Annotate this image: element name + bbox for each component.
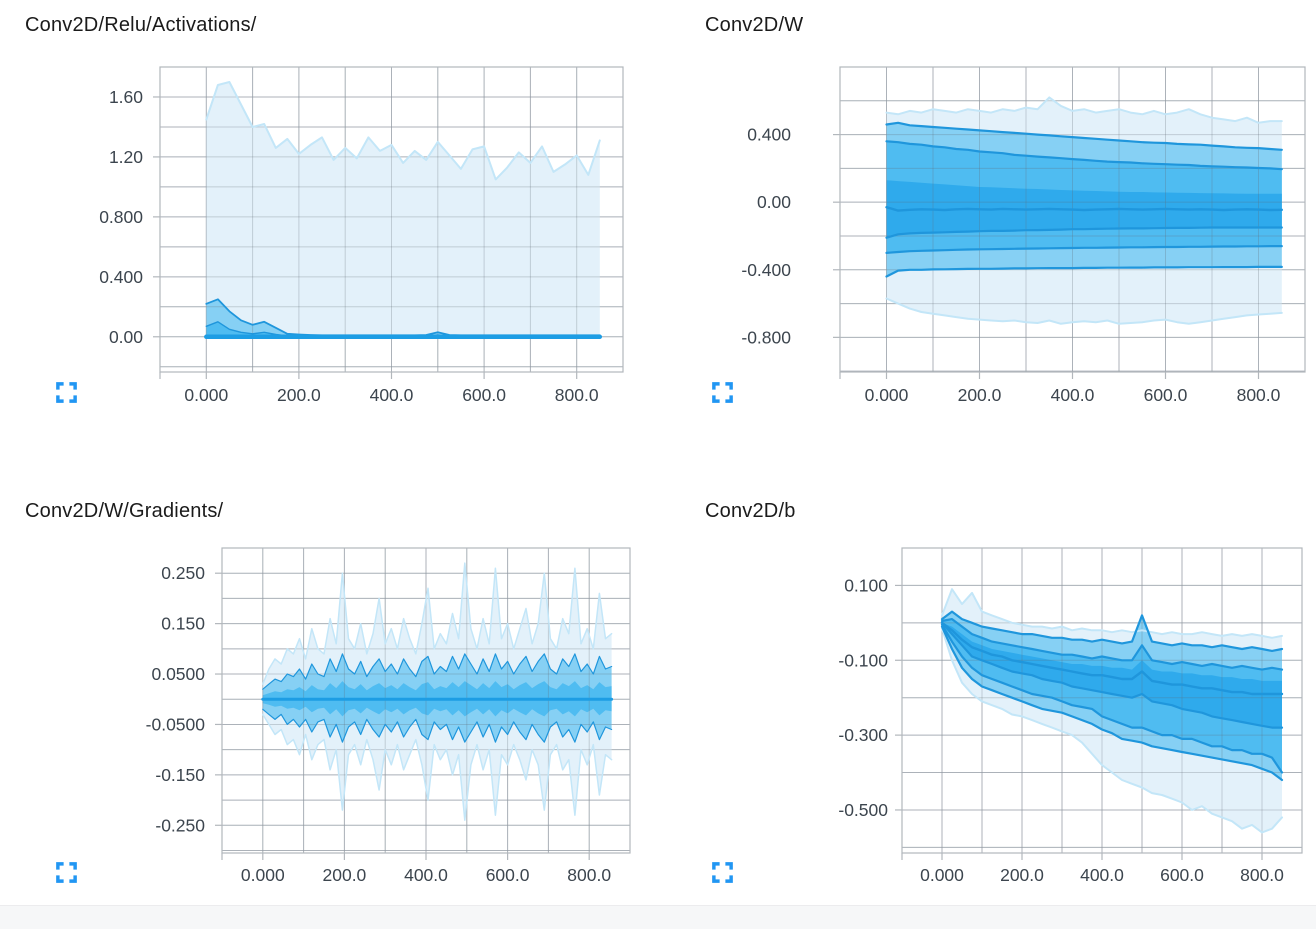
svg-text:-0.150: -0.150 xyxy=(155,765,205,785)
svg-text:800.0: 800.0 xyxy=(567,865,611,885)
svg-text:0.00: 0.00 xyxy=(757,192,791,212)
svg-text:0.400: 0.400 xyxy=(747,125,791,145)
svg-text:0.400: 0.400 xyxy=(99,267,143,287)
svg-text:1.60: 1.60 xyxy=(109,87,143,107)
chart-title: Conv2D/b xyxy=(705,500,796,522)
svg-text:-0.800: -0.800 xyxy=(741,327,791,347)
chart-title: Conv2D/W xyxy=(705,14,804,36)
chart-title: Conv2D/Relu/Activations/ xyxy=(25,14,257,36)
svg-text:600.0: 600.0 xyxy=(462,385,506,405)
chart-plot-area[interactable]: 0.000 200.0 400.0 600.0 800.0 0.100 -0.100 -0.3… xyxy=(658,464,1316,928)
svg-text:-0.100: -0.100 xyxy=(838,650,888,670)
svg-text:800.0: 800.0 xyxy=(1237,385,1281,405)
svg-text:-0.0500: -0.0500 xyxy=(146,714,206,734)
svg-text:800.0: 800.0 xyxy=(555,385,599,405)
svg-text:-0.400: -0.400 xyxy=(741,260,791,280)
chart-plot-area[interactable]: 0.000 200.0 400.0 600.0 800.0 0.250 0.150 0.050… xyxy=(0,464,658,928)
svg-text:400.0: 400.0 xyxy=(370,385,414,405)
svg-text:200.0: 200.0 xyxy=(958,385,1002,405)
svg-text:200.0: 200.0 xyxy=(1000,865,1044,885)
svg-text:600.0: 600.0 xyxy=(1160,865,1204,885)
svg-text:400.0: 400.0 xyxy=(1080,865,1124,885)
chart-card-b: Conv2D/b 0.000 200.0 400.0 600.0 800.0 0.100 -… xyxy=(658,464,1316,928)
chart-plot-area[interactable]: 0.000 200.0 400.0 600.0 800.0 0.400 0.00 -0.400… xyxy=(658,0,1316,464)
svg-text:0.000: 0.000 xyxy=(184,385,228,405)
svg-text:200.0: 200.0 xyxy=(277,385,321,405)
chart-card-w-gradients: Conv2D/W/Gradients/ 0.000 200.0 400.0 600.0… xyxy=(0,464,658,928)
svg-text:1.20: 1.20 xyxy=(109,147,143,167)
svg-text:0.000: 0.000 xyxy=(241,865,285,885)
page-bottom-strip xyxy=(0,905,1316,929)
svg-text:0.000: 0.000 xyxy=(920,865,964,885)
chart-plot-area[interactable]: 0.000 200.0 400.0 600.0 800.0 1.60 1.20 0.800 0.… xyxy=(0,0,658,464)
expand-icon[interactable] xyxy=(55,861,78,884)
svg-text:0.00: 0.00 xyxy=(109,327,143,347)
svg-text:400.0: 400.0 xyxy=(1051,385,1095,405)
svg-text:0.000: 0.000 xyxy=(865,385,909,405)
chart-card-activations: Conv2D/Relu/Activations/ 0.000 200.0 400.0… xyxy=(0,0,658,464)
svg-text:-0.500: -0.500 xyxy=(838,800,888,820)
svg-text:800.0: 800.0 xyxy=(1240,865,1284,885)
svg-text:600.0: 600.0 xyxy=(486,865,530,885)
svg-text:0.0500: 0.0500 xyxy=(151,664,205,684)
expand-icon[interactable] xyxy=(711,381,734,404)
svg-text:-0.250: -0.250 xyxy=(155,815,205,835)
svg-text:0.100: 0.100 xyxy=(844,575,888,595)
expand-icon[interactable] xyxy=(711,861,734,884)
svg-text:-0.300: -0.300 xyxy=(838,725,888,745)
svg-text:0.800: 0.800 xyxy=(99,207,143,227)
svg-text:0.150: 0.150 xyxy=(161,614,205,634)
chart-card-w: Conv2D/W 0.000 200.0 400.0 600.0 800.0 0.400 0… xyxy=(658,0,1316,464)
svg-text:200.0: 200.0 xyxy=(323,865,367,885)
svg-text:400.0: 400.0 xyxy=(404,865,448,885)
svg-text:600.0: 600.0 xyxy=(1144,385,1188,405)
svg-text:0.250: 0.250 xyxy=(161,563,205,583)
expand-icon[interactable] xyxy=(55,381,78,404)
chart-title: Conv2D/W/Gradients/ xyxy=(25,500,224,522)
